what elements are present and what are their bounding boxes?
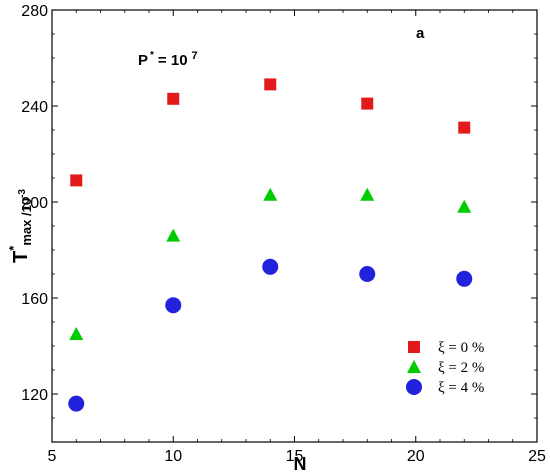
plot-frame xyxy=(51,9,538,443)
data-point-series-2 xyxy=(262,258,279,275)
x-tick-label: 15 xyxy=(286,448,304,465)
data-point-series-0 xyxy=(70,174,83,187)
data-point-series-2 xyxy=(456,270,473,287)
y-axis-ticks: 120 160 200 240 280 xyxy=(21,3,537,443)
data-point-series-0 xyxy=(458,121,471,134)
x-axis-ticks: 5 10 15 20 25 xyxy=(48,10,546,465)
x-tick-label: 5 xyxy=(48,448,57,465)
y-axis-label: T*max /10-3 xyxy=(6,189,34,263)
legend-label-1: ξ = 2 % xyxy=(438,360,484,376)
y-tick-label: 200 xyxy=(21,195,48,212)
legend-marker-0 xyxy=(408,341,420,353)
data-point-series-0 xyxy=(264,78,277,91)
y-tick-label: 120 xyxy=(21,387,48,404)
data-point-series-2 xyxy=(165,297,182,314)
data-point-series-1 xyxy=(360,187,375,201)
legend-marker-1 xyxy=(407,360,421,373)
data-point-series-2 xyxy=(359,266,376,282)
x-tick-label: 25 xyxy=(528,448,546,465)
data-point-series-2 xyxy=(68,395,85,412)
data-points xyxy=(68,78,473,412)
data-point-series-0 xyxy=(167,92,180,105)
legend: ξ = 0 % ξ = 2 % ξ = 4 % xyxy=(406,340,484,396)
parameter-annotation: P * = 10 7 xyxy=(138,50,198,69)
legend-label-0: ξ = 0 % xyxy=(438,340,484,356)
panel-label: a xyxy=(416,25,425,42)
y-tick-label: 240 xyxy=(21,99,48,116)
y-tick-label: 160 xyxy=(21,291,48,308)
data-point-series-1 xyxy=(263,187,278,201)
x-axis-label: N xyxy=(294,454,307,474)
data-point-series-1 xyxy=(69,327,84,340)
svg-text:P*= 107: P * = 10 7 xyxy=(138,50,198,69)
data-point-series-0 xyxy=(361,97,374,110)
legend-label-2: ξ = 4 % xyxy=(438,380,484,396)
y-tick-label: 280 xyxy=(21,3,48,20)
data-point-series-1 xyxy=(457,199,472,213)
x-tick-label: 10 xyxy=(164,448,182,465)
data-point-series-1 xyxy=(166,228,181,242)
svg-text:T*max /10-3: T*max /10-3 xyxy=(6,189,34,263)
legend-marker-2 xyxy=(406,379,422,395)
x-tick-label: 20 xyxy=(407,448,425,465)
